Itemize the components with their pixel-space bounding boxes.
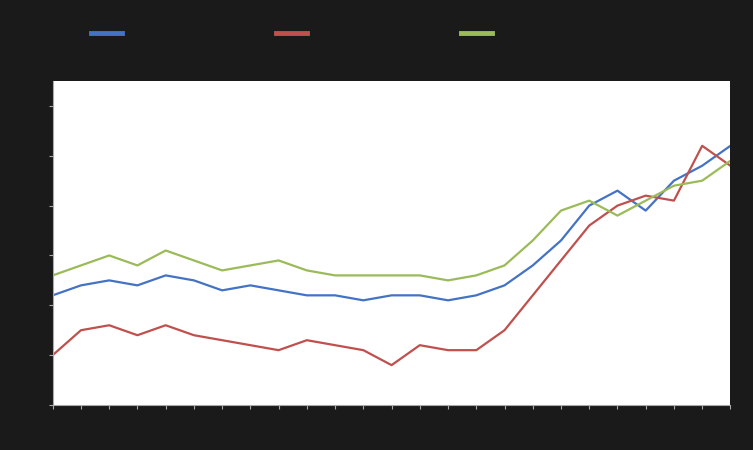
Legend: , , : , , <box>86 22 501 45</box>
